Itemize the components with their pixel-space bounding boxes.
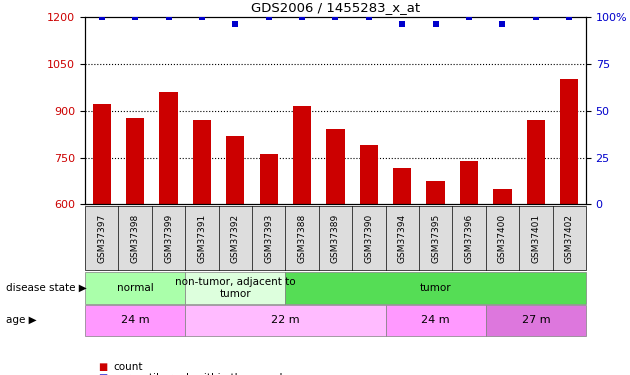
- Text: ■: ■: [98, 374, 107, 375]
- Point: [130, 14, 140, 20]
- Bar: [393, 168, 411, 204]
- Point: [263, 14, 273, 20]
- Bar: [493, 189, 512, 204]
- Bar: [126, 118, 144, 204]
- Point: [364, 14, 374, 20]
- Text: 27 m: 27 m: [522, 315, 550, 326]
- Text: GSM37401: GSM37401: [531, 213, 541, 262]
- Text: GSM37393: GSM37393: [264, 213, 273, 263]
- Text: GSM37400: GSM37400: [498, 213, 507, 262]
- Title: GDS2006 / 1455283_x_at: GDS2006 / 1455283_x_at: [251, 2, 420, 14]
- Text: tumor: tumor: [420, 283, 452, 293]
- Bar: [159, 92, 178, 204]
- Point: [231, 21, 241, 27]
- Point: [530, 14, 541, 20]
- Point: [297, 14, 307, 20]
- Text: GSM37394: GSM37394: [398, 213, 407, 262]
- Text: GSM37388: GSM37388: [297, 213, 307, 263]
- Bar: [260, 154, 278, 204]
- Point: [498, 21, 508, 27]
- Point: [397, 21, 407, 27]
- Text: 24 m: 24 m: [121, 315, 149, 326]
- Bar: [93, 104, 111, 204]
- Bar: [527, 120, 545, 204]
- Text: GSM37395: GSM37395: [431, 213, 440, 263]
- Bar: [360, 145, 378, 204]
- Text: GSM37397: GSM37397: [97, 213, 106, 263]
- Text: GSM37402: GSM37402: [564, 214, 574, 262]
- Text: age ▶: age ▶: [6, 315, 37, 326]
- Point: [97, 14, 107, 20]
- Text: non-tumor, adjacent to
tumor: non-tumor, adjacent to tumor: [175, 277, 295, 298]
- Bar: [560, 80, 578, 204]
- Text: ■: ■: [98, 362, 107, 372]
- Text: 22 m: 22 m: [271, 315, 300, 326]
- Text: GSM37392: GSM37392: [231, 213, 240, 262]
- Bar: [460, 160, 478, 204]
- Text: GSM37391: GSM37391: [197, 213, 207, 263]
- Point: [331, 14, 341, 20]
- Bar: [427, 181, 445, 204]
- Text: GSM37398: GSM37398: [130, 213, 140, 263]
- Point: [197, 14, 207, 20]
- Text: count: count: [113, 362, 143, 372]
- Bar: [293, 106, 311, 204]
- Bar: [326, 129, 345, 204]
- Point: [164, 14, 174, 20]
- Text: percentile rank within the sample: percentile rank within the sample: [113, 374, 289, 375]
- Point: [464, 14, 474, 20]
- Bar: [226, 136, 244, 204]
- Text: normal: normal: [117, 283, 154, 293]
- Text: GSM37399: GSM37399: [164, 213, 173, 263]
- Text: disease state ▶: disease state ▶: [6, 283, 87, 293]
- Text: GSM37390: GSM37390: [364, 213, 374, 263]
- Bar: [193, 120, 211, 204]
- Point: [564, 14, 575, 20]
- Text: 24 m: 24 m: [421, 315, 450, 326]
- Point: [431, 21, 441, 27]
- Text: GSM37389: GSM37389: [331, 213, 340, 263]
- Text: GSM37396: GSM37396: [464, 213, 474, 263]
